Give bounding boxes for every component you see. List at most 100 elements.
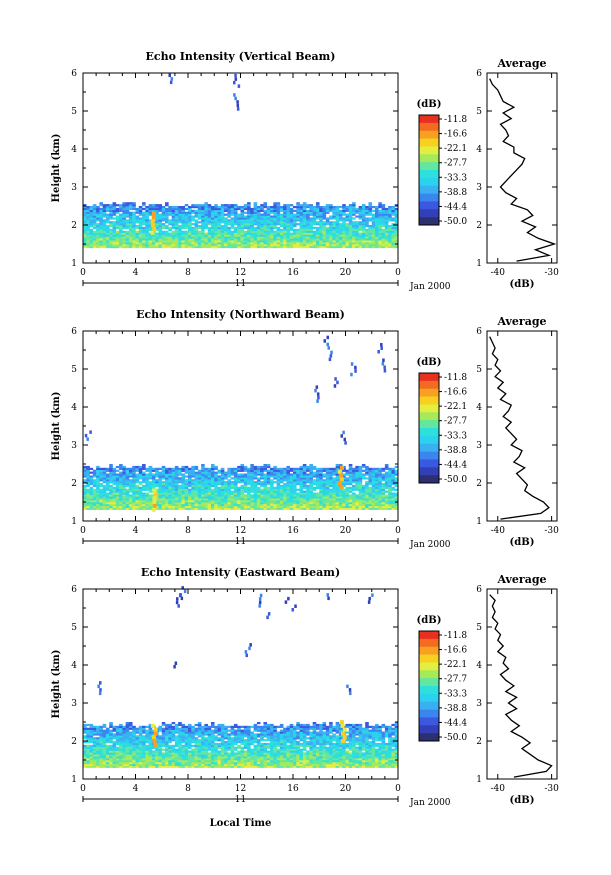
- echo-cell: [135, 760, 140, 763]
- echo-cell: [319, 221, 323, 224]
- echo-cell: [102, 723, 107, 727]
- echo-cell: [155, 204, 159, 207]
- echo-cell: [342, 226, 346, 230]
- echo-cell: [105, 727, 110, 730]
- isolated-echo-cell: [340, 434, 343, 438]
- echo-cell: [289, 486, 294, 489]
- echo-cell: [191, 494, 195, 497]
- echo-cell: [181, 206, 186, 209]
- echo-cell: [168, 223, 172, 226]
- echo-cell: [296, 475, 300, 478]
- echo-cell: [332, 236, 336, 239]
- echo-cell: [207, 228, 212, 231]
- echo-cell: [142, 245, 146, 249]
- echo-cell: [145, 219, 149, 222]
- echo-cell: [135, 737, 140, 740]
- echo-cell: [207, 475, 212, 478]
- echo-cell: [358, 467, 363, 470]
- echo-cell: [128, 731, 133, 734]
- echo-cell: [125, 207, 130, 211]
- echo-cell: [260, 215, 264, 218]
- echo-cell: [214, 473, 218, 476]
- echo-cell: [181, 207, 186, 211]
- echo-cell: [243, 221, 248, 224]
- echo-cell: [368, 219, 373, 222]
- echo-cell: [181, 494, 186, 497]
- echo-cell: [122, 498, 126, 501]
- echo-cell: [375, 217, 379, 220]
- echo-cell: [178, 490, 182, 493]
- x-tick-label: 0: [395, 268, 401, 278]
- echo-cell: [138, 469, 143, 472]
- echo-cell: [224, 234, 228, 237]
- echo-cell: [309, 464, 313, 467]
- echo-cell: [86, 494, 90, 497]
- echo-cell: [345, 469, 350, 472]
- echo-cell: [260, 507, 264, 510]
- echo-cell: [102, 750, 107, 753]
- echo-cell: [371, 467, 376, 470]
- echo-cell: [138, 750, 143, 753]
- echo-cell: [394, 244, 399, 247]
- echo-cell: [128, 221, 133, 224]
- echo-cell: [240, 221, 245, 224]
- echo-cell: [92, 223, 97, 226]
- echo-cell: [181, 221, 186, 224]
- echo-cell: [145, 746, 149, 749]
- echo-cell: [266, 207, 271, 211]
- echo-cell: [109, 729, 113, 732]
- echo-cell: [289, 223, 294, 226]
- echo-cell: [335, 242, 340, 245]
- echo-cell: [322, 240, 327, 243]
- echo-cell: [315, 207, 320, 211]
- echo-cell: [335, 226, 340, 230]
- echo-cell: [384, 228, 389, 231]
- echo-cell: [299, 209, 304, 212]
- echo-cell: [260, 502, 264, 505]
- echo-cell: [368, 245, 373, 249]
- echo-cell: [230, 213, 235, 216]
- echo-cell: [299, 240, 304, 243]
- echo-cell: [204, 479, 208, 482]
- echo-cell: [158, 500, 163, 503]
- echo-cell: [375, 244, 379, 247]
- echo-cell: [299, 204, 304, 207]
- echo-cell: [112, 223, 117, 226]
- echo-cell: [319, 469, 323, 472]
- echo-cell: [191, 230, 195, 233]
- echo-cell: [132, 492, 136, 495]
- echo-cell: [296, 245, 300, 249]
- echo-cell: [174, 471, 179, 474]
- echo-cell: [207, 502, 212, 505]
- echo-cell: [371, 496, 376, 499]
- echo-cell: [191, 223, 195, 226]
- echo-cell: [171, 479, 176, 482]
- echo-cell: [122, 475, 126, 478]
- echo-cell: [99, 477, 103, 480]
- echo-cell: [309, 479, 313, 482]
- echo-cell: [102, 731, 107, 734]
- echo-cell: [266, 219, 271, 222]
- echo-cell: [394, 242, 399, 245]
- echo-cell: [352, 244, 356, 247]
- echo-cell: [99, 750, 103, 753]
- echo-cell: [92, 225, 97, 228]
- echo-cell: [365, 232, 369, 235]
- echo-cell: [188, 481, 192, 484]
- echo-cell: [115, 473, 120, 476]
- echo-cell: [142, 473, 146, 476]
- echo-cell: [83, 746, 87, 749]
- echo-cell: [102, 725, 107, 728]
- echo-cell: [128, 750, 133, 753]
- echo-cell: [115, 737, 120, 740]
- echo-cell: [217, 492, 222, 495]
- echo-cell: [243, 234, 248, 237]
- echo-cell: [352, 240, 356, 243]
- echo-cell: [171, 219, 176, 222]
- echo-cell: [352, 225, 356, 228]
- echo-cell: [188, 471, 192, 474]
- strong-echo-cell: [152, 503, 157, 508]
- echo-cell: [115, 731, 120, 734]
- echo-cell: [102, 744, 107, 747]
